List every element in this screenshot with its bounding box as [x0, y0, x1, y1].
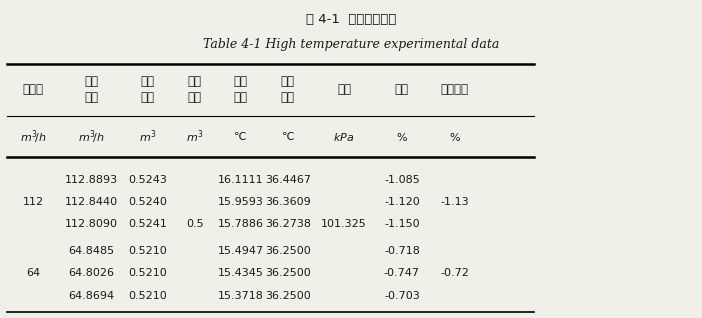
- Text: 36.2500: 36.2500: [265, 291, 311, 301]
- Text: -0.703: -0.703: [384, 291, 420, 301]
- Text: 36.3609: 36.3609: [265, 197, 311, 207]
- Text: 36.4467: 36.4467: [265, 175, 311, 185]
- Text: -0.747: -0.747: [384, 268, 420, 279]
- Text: $m^3$: $m^3$: [138, 128, 157, 145]
- Text: 15.9593: 15.9593: [218, 197, 263, 207]
- Text: 112.8440: 112.8440: [65, 197, 118, 207]
- Text: -0.72: -0.72: [440, 268, 469, 279]
- Text: 16.1111: 16.1111: [218, 175, 263, 185]
- Text: -1.120: -1.120: [384, 197, 420, 207]
- Text: 15.3718: 15.3718: [218, 291, 263, 301]
- Text: 0.5240: 0.5240: [128, 197, 167, 207]
- Text: 0.5241: 0.5241: [128, 219, 167, 229]
- Text: $m^3$: $m^3$: [186, 128, 204, 145]
- Text: 流量点: 流量点: [23, 83, 44, 95]
- Text: 瞬时
流量: 瞬时 流量: [84, 74, 98, 104]
- Text: 64.8694: 64.8694: [68, 291, 114, 301]
- Text: -1.150: -1.150: [384, 219, 420, 229]
- Text: 压力: 压力: [337, 83, 351, 95]
- Text: 15.4345: 15.4345: [218, 268, 263, 279]
- Text: -1.13: -1.13: [440, 197, 469, 207]
- Text: 36.2500: 36.2500: [265, 246, 311, 256]
- Text: 标准
温度: 标准 温度: [234, 74, 247, 104]
- Text: 被测
流量: 被测 流量: [188, 74, 201, 104]
- Text: 64: 64: [26, 268, 41, 279]
- Text: 112: 112: [22, 197, 44, 207]
- Text: 15.4947: 15.4947: [218, 246, 263, 256]
- Text: $kPa$: $kPa$: [333, 131, 355, 143]
- Text: Table 4-1 High temperature experimental data: Table 4-1 High temperature experimental …: [203, 38, 499, 51]
- Text: 0.5210: 0.5210: [128, 246, 167, 256]
- Text: 被测
温度: 被测 温度: [281, 74, 295, 104]
- Text: -0.718: -0.718: [384, 246, 420, 256]
- Text: 0.5210: 0.5210: [128, 268, 167, 279]
- Text: 表 4-1  高温实验数据: 表 4-1 高温实验数据: [306, 13, 396, 25]
- Text: 112.8090: 112.8090: [65, 219, 118, 229]
- Text: 64.8026: 64.8026: [68, 268, 114, 279]
- Text: $\%$: $\%$: [449, 131, 461, 143]
- Text: $m^3\!/h$: $m^3\!/h$: [78, 128, 105, 146]
- Text: ℃: ℃: [282, 132, 294, 142]
- Text: $\%$: $\%$: [396, 131, 408, 143]
- Text: 平均误差: 平均误差: [441, 83, 468, 95]
- Text: 误差: 误差: [395, 83, 409, 95]
- Text: 101.325: 101.325: [321, 219, 367, 229]
- Text: $m^3\!/h$: $m^3\!/h$: [20, 128, 47, 146]
- Text: 15.7886: 15.7886: [218, 219, 263, 229]
- Text: 36.2738: 36.2738: [265, 219, 311, 229]
- Text: 0.5: 0.5: [186, 219, 204, 229]
- Text: 64.8485: 64.8485: [68, 246, 114, 256]
- Text: 36.2500: 36.2500: [265, 268, 311, 279]
- Text: 标准
流量: 标准 流量: [140, 74, 154, 104]
- Text: 112.8893: 112.8893: [65, 175, 118, 185]
- Text: -1.085: -1.085: [384, 175, 420, 185]
- Text: 0.5243: 0.5243: [128, 175, 167, 185]
- Text: ℃: ℃: [234, 132, 246, 142]
- Text: 0.5210: 0.5210: [128, 291, 167, 301]
